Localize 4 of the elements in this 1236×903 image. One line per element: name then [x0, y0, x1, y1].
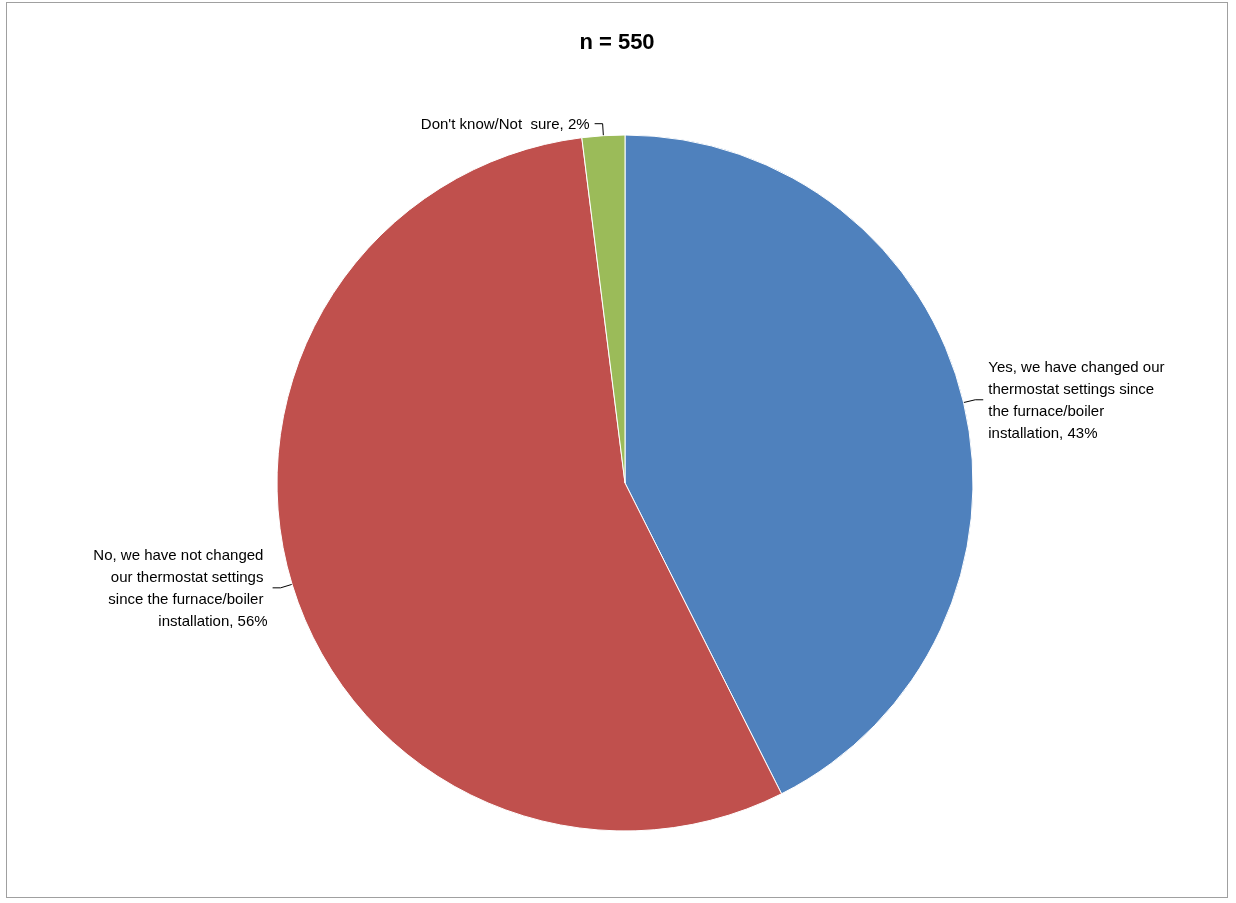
slice-label: Yes, we have changed our thermostat settings since the furnace/boiler installation, 43%: [988, 358, 1169, 442]
chart-title: n = 550: [579, 28, 655, 54]
slice-label: Don't know/Not sure, 2%: [420, 115, 590, 133]
slice-label: No, we have not changed our thermostat settings since the furnace/boiler installation, 56%: [93, 546, 268, 630]
